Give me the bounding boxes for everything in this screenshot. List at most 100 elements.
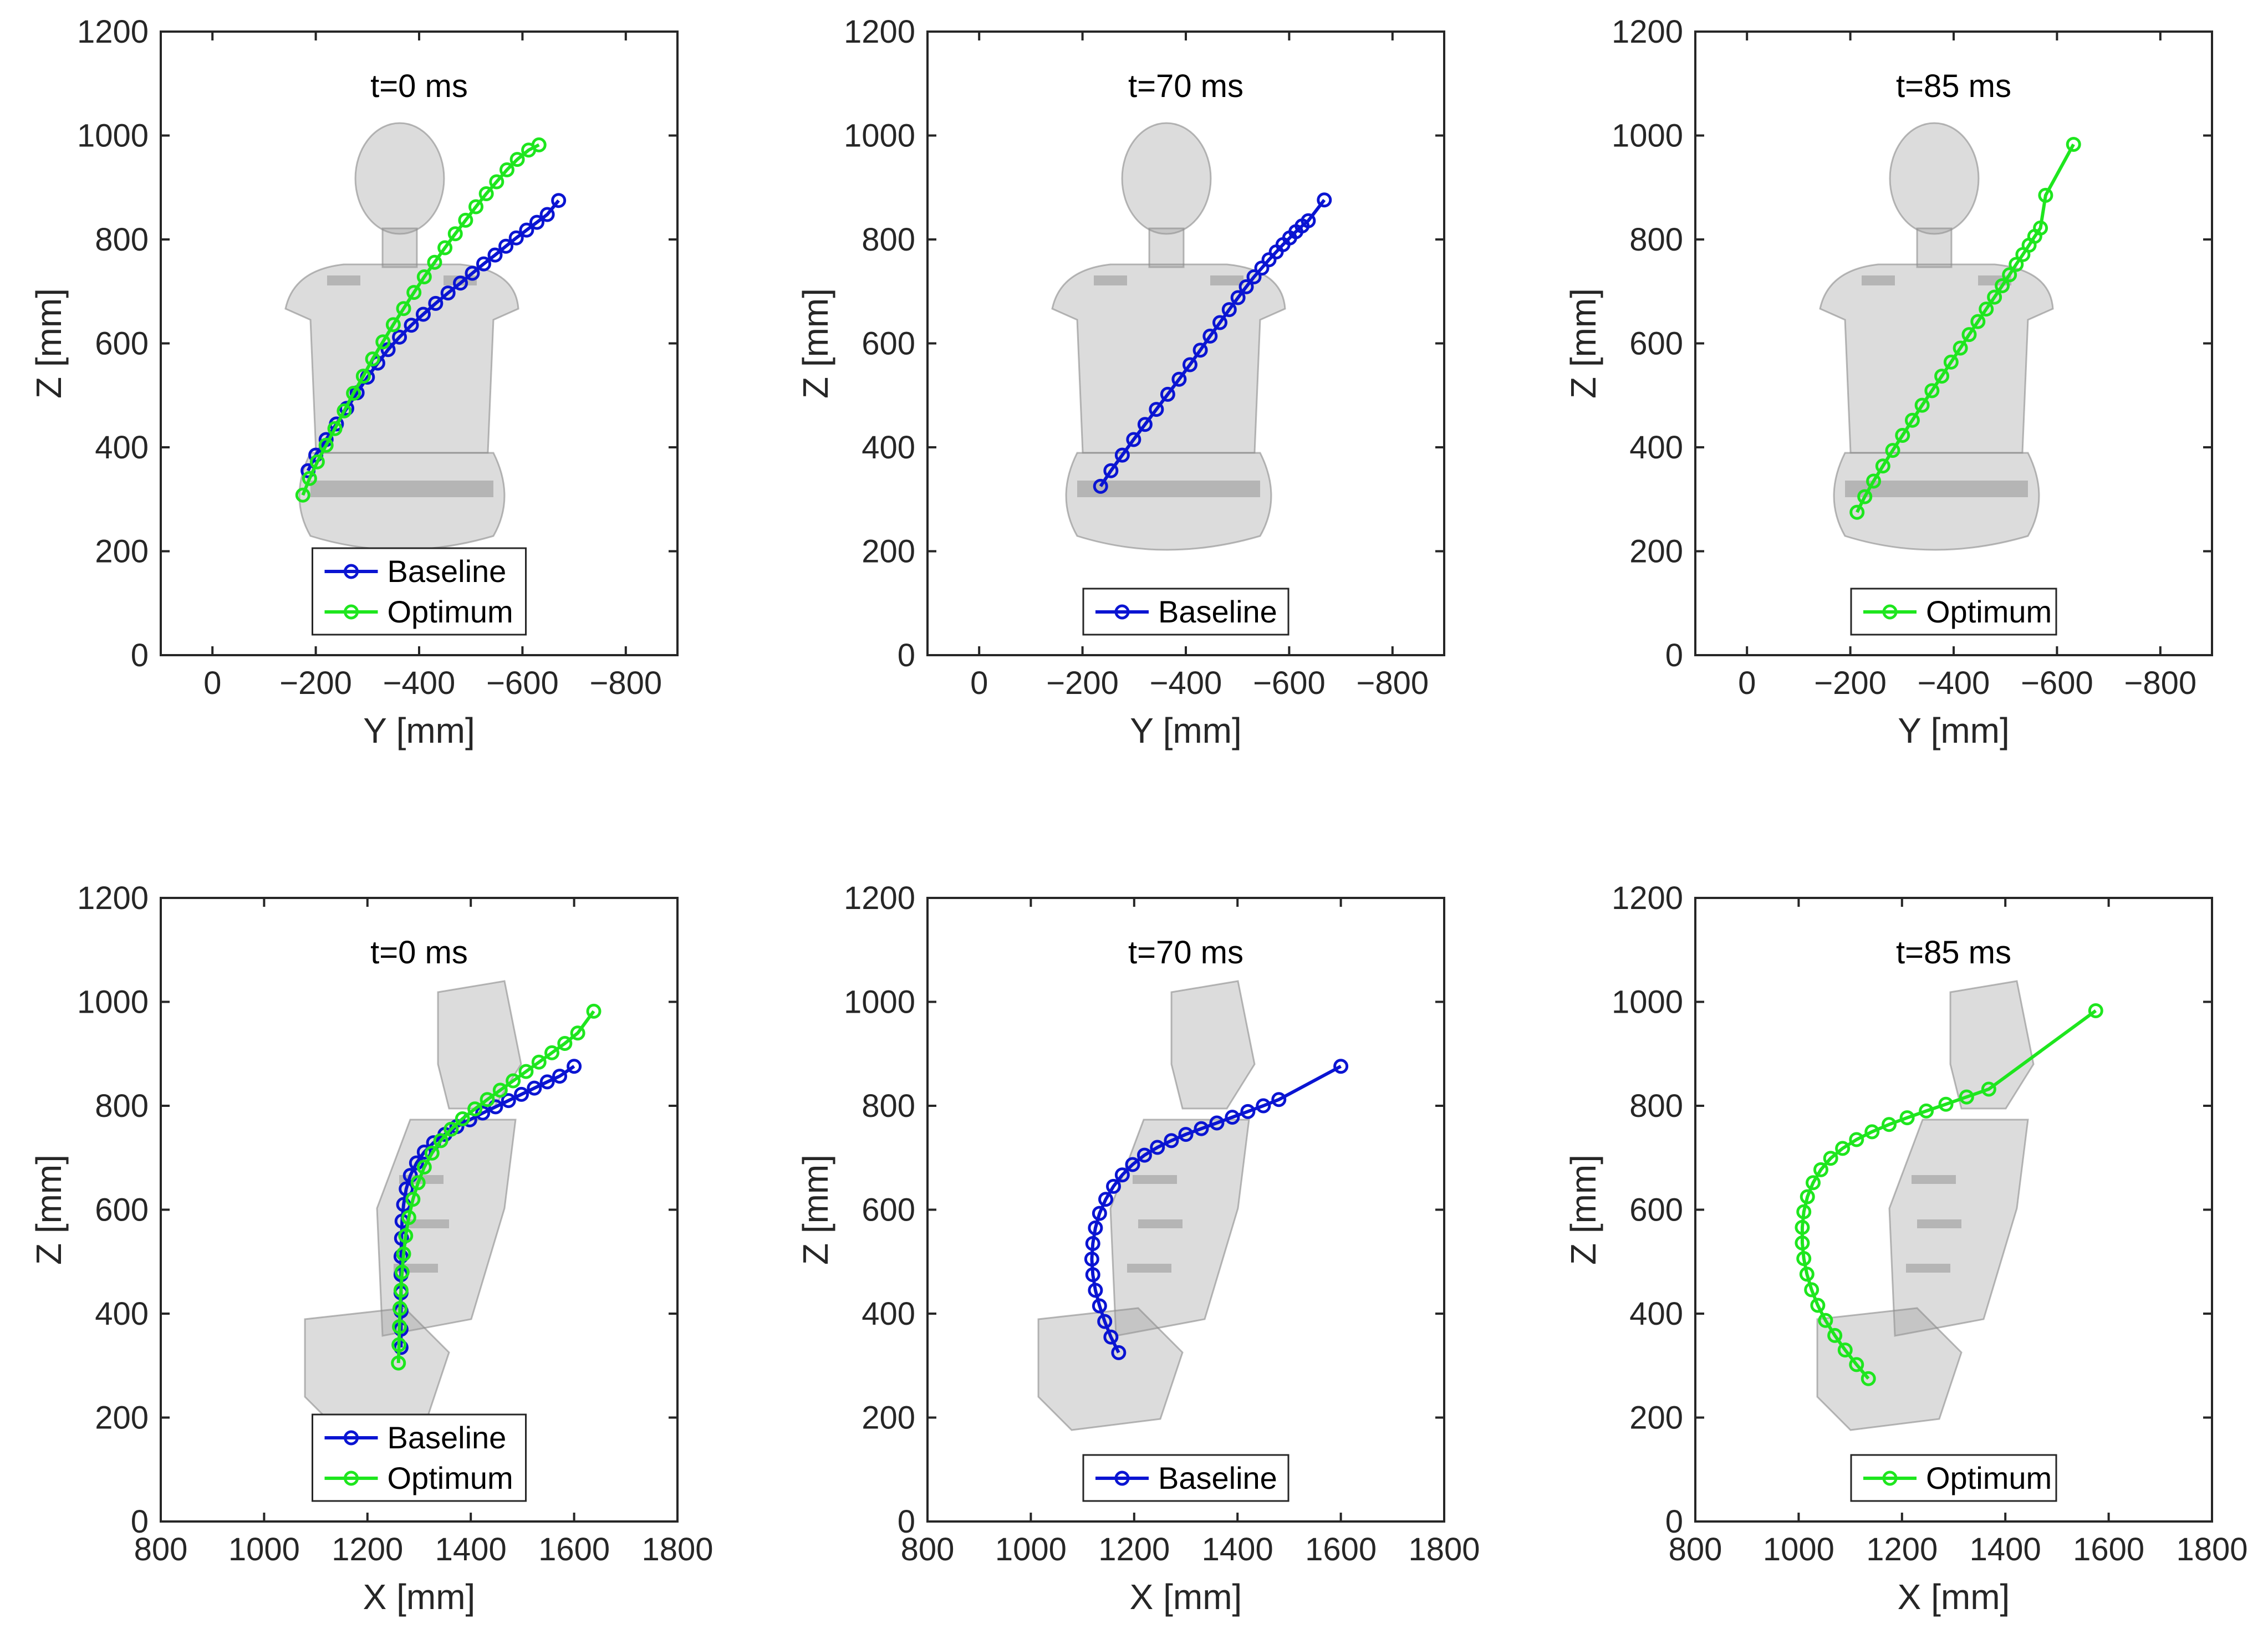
legend: Baseline Optimum [312,547,527,636]
y-tick-label: 800 [95,222,149,258]
data-point [437,240,453,256]
x-tick-label: 800 [1669,1531,1722,1567]
y-tick-label: 400 [862,1296,915,1332]
dummy-pelvis [298,452,506,551]
series-optimum [1849,136,2081,520]
data-point [1875,458,1890,474]
data-point [346,386,361,401]
dummy-rib-1 [1912,1175,1956,1184]
y-tick-label: 0 [1665,1504,1683,1540]
data-point [416,1160,432,1175]
data-point [1857,489,1873,504]
y-tick-label: 0 [131,1504,149,1540]
subplot-1-3: 0 200 400 600 800 1000 1200 0 −200 −400 −600 −800 t=… [1563,14,2213,750]
y-tick-label: 0 [1665,637,1683,673]
data-point [1970,314,1986,329]
data-point [1849,1357,1864,1372]
data-point [544,1045,560,1060]
data-point [399,1181,414,1197]
y-tick-label: 600 [862,326,915,362]
plot-title: t=70 ms [1128,935,1243,971]
dummy-rib-2 [405,1219,449,1228]
x-tick-label: 1400 [1202,1531,1273,1567]
legend-marker-baseline [1114,604,1130,620]
data-point [1246,269,1262,284]
data-point [567,1059,582,1074]
legend-box [312,547,527,636]
data-point [1895,427,1910,443]
dummy-pelvis-band [1845,481,2028,497]
data-point [1938,1096,1954,1112]
data-point [1254,261,1270,276]
data-point [416,269,432,284]
data-point [404,318,419,333]
data-point [499,162,514,177]
x-tick-label: −200 [1046,665,1119,701]
data-point [1209,1115,1225,1131]
data-point [1212,315,1228,330]
data-point [339,401,355,416]
x-tick-label: 0 [1738,665,1756,701]
data-point [1160,386,1175,402]
data-point [1835,1141,1851,1156]
x-tick-label: 1200 [332,1531,403,1567]
data-point [327,421,343,436]
data-point [1085,1235,1100,1251]
y-tick-label: 400 [1629,1296,1683,1332]
data-point [2088,1003,2103,1018]
y-tick-label: 200 [95,534,149,570]
dummy-torso [284,263,519,454]
x-tick-label: 800 [901,1531,955,1567]
y-tick-label: 1000 [77,984,149,1020]
dummy-shoulder-left [327,275,360,285]
dummy-head [1170,980,1256,1110]
subplot-1-2: 0 200 400 600 800 1000 1200 0 −200 −400 −600 −800 t=… [796,14,1445,750]
data-point [509,152,525,167]
data-point [1194,1121,1209,1136]
data-point [1987,289,2002,305]
y-tick-label: 1200 [77,880,149,916]
legend-marker-baseline [1114,1470,1130,1486]
data-point [514,1086,529,1102]
y-tick-label: 200 [862,534,915,570]
axes-frame [160,897,679,1523]
data-point [1301,213,1316,228]
dummy-silhouette [1819,122,2054,551]
data-point [1796,1204,1812,1219]
data-point [385,317,401,333]
plot-title: t=0 ms [370,935,468,971]
y-tick-label: 800 [862,1088,915,1124]
data-point [1164,1133,1179,1148]
data-point [455,1111,470,1126]
data-point [506,1073,521,1089]
data-point [1093,478,1108,494]
series-optimum [295,137,547,503]
y-tick-label: 1200 [844,14,915,50]
data-point [1097,1314,1113,1329]
data-point [1827,1327,1843,1343]
series-optimum [391,1003,602,1371]
data-point [1882,1117,1897,1132]
data-point [1804,1282,1820,1298]
data-point [468,199,484,215]
y-tick-label: 800 [1629,222,1683,258]
dummy-shoulder-left [1862,275,1895,285]
dummy-head [1121,122,1212,235]
data-point [410,1175,426,1191]
x-tick-label: 800 [134,1531,188,1567]
legend: Optimum [1850,1454,2057,1502]
y-tick-label: 600 [862,1192,915,1228]
data-point [1333,1059,1349,1074]
legend-label-baseline: Baseline [388,554,507,589]
data-point [391,1355,406,1371]
legend-marker-baseline [344,1430,359,1446]
x-tick-label: −200 [1814,665,1887,701]
data-point [1149,402,1164,417]
plot-title: t=70 ms [1128,68,1243,104]
data-point [489,174,504,190]
data-point [1125,1157,1140,1172]
data-point [401,1210,416,1226]
x-tick-label: −600 [2021,665,2093,701]
data-point [1137,417,1153,432]
data-point [1981,1081,1996,1097]
